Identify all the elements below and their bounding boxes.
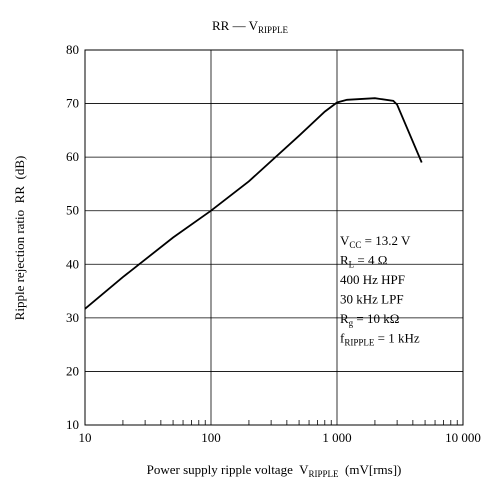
annotation-line-part: R xyxy=(340,311,349,326)
annotation-line-subscript: L xyxy=(349,260,355,270)
y-tick-label: 10 xyxy=(66,417,79,432)
y-tick-label: 50 xyxy=(66,203,79,218)
y-tick-label: 60 xyxy=(66,149,79,164)
chart-title: RR — VRIPPLE xyxy=(212,18,289,35)
annotation-line-part: 400 Hz HPF xyxy=(340,272,405,287)
y-tick-label: 70 xyxy=(66,96,79,111)
annotation-line: VCC = 13.2 V xyxy=(340,233,411,250)
annotation-line-part: f xyxy=(340,331,345,346)
x-tick-label: 10 000 xyxy=(445,430,481,445)
annotation-line: fRIPPLE = 1 kHz xyxy=(340,331,420,348)
x-axis-label-part: (mV[rms]) xyxy=(339,462,402,477)
annotation-line-subscript: g xyxy=(349,318,354,328)
annotation-line-subscript: RIPPLE xyxy=(344,338,375,348)
y-tick-label: 40 xyxy=(66,256,79,271)
x-tick-label: 100 xyxy=(201,430,221,445)
annotation-line: 30 kHz LPF xyxy=(340,292,404,307)
x-axis-label: Power supply ripple voltage VRIPPLE (mV[… xyxy=(147,462,402,479)
y-tick-label: 30 xyxy=(66,310,79,325)
y-tick-label: 80 xyxy=(66,42,79,57)
annotation-line-part: R xyxy=(340,253,349,268)
x-axis-label-part: Power supply ripple voltage V xyxy=(147,462,309,477)
chart-title-subscript: RIPPLE xyxy=(258,25,289,35)
annotation-line-part: = 13.2 V xyxy=(361,233,411,248)
x-tick-label: 10 xyxy=(79,430,92,445)
y-tick-label: 20 xyxy=(66,363,79,378)
annotation-line-part: 30 kHz LPF xyxy=(340,292,404,307)
annotation-line-part: = 10 kΩ xyxy=(353,311,399,326)
annotation-line: Rg = 10 kΩ xyxy=(340,311,399,328)
annotation-line-part: = 1 kHz xyxy=(374,331,419,346)
annotation-line: 400 Hz HPF xyxy=(340,272,405,287)
x-tick-label: 1 000 xyxy=(322,430,351,445)
plot-frame xyxy=(84,49,464,426)
chart-title-part: RR — V xyxy=(212,18,259,33)
annotation-line: RL = 4 Ω xyxy=(340,253,387,270)
annotation-line-subscript: CC xyxy=(349,240,361,250)
line-series xyxy=(84,97,423,310)
x-axis-label-subscript: RIPPLE xyxy=(309,469,340,479)
annotation-line-part: = 4 Ω xyxy=(354,253,387,268)
y-axis-label: Ripple rejection ratio RR (dB) xyxy=(12,156,27,321)
annotation-line-part: V xyxy=(340,233,350,248)
